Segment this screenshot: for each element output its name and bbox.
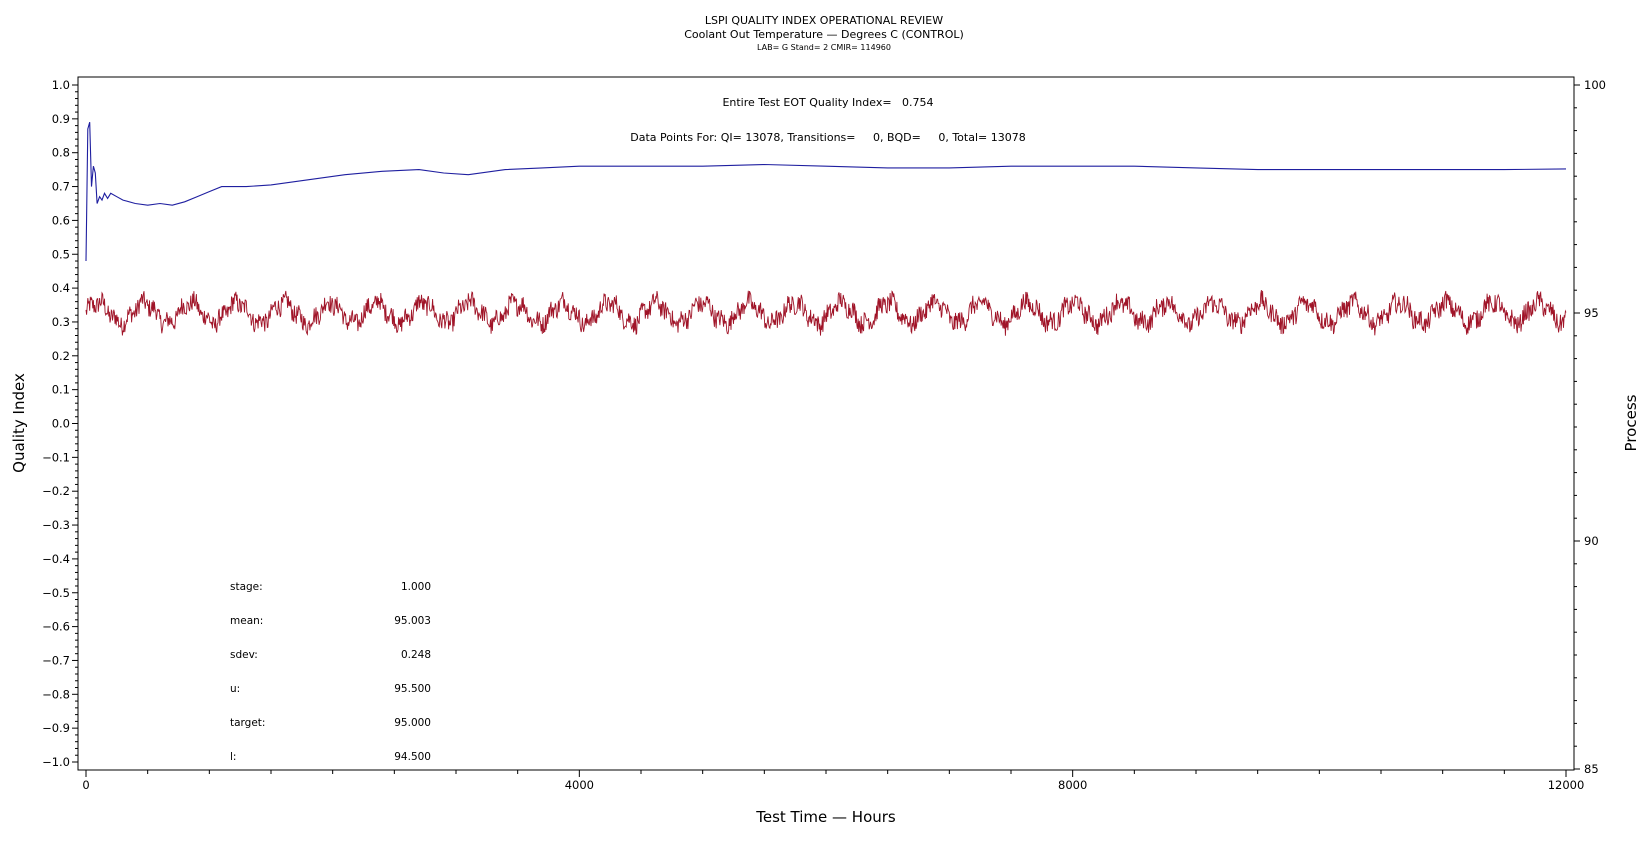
- y-tick-label: −0.9: [42, 721, 70, 735]
- quality-index-annotation: Entire Test EOT Quality Index= 0.754: [722, 96, 933, 109]
- y-tick-label: −0.2: [42, 484, 70, 498]
- stat-label: l:: [230, 751, 236, 763]
- quality-index-line: [85, 122, 1567, 262]
- process-series: [85, 290, 1567, 336]
- y2-tick-label: 85: [1584, 762, 1599, 776]
- y-tick-label: 0.8: [52, 146, 70, 160]
- stat-label: sdev:: [230, 649, 258, 661]
- y-tick-label: −0.5: [42, 586, 70, 600]
- x-tick-label: 8000: [1058, 778, 1087, 792]
- x-tick-label: 12000: [1548, 778, 1585, 792]
- chart-subtitle-small: LAB= G Stand= 2 CMIR= 114960: [757, 43, 891, 52]
- y2-tick-label: 100: [1584, 78, 1606, 92]
- stat-label: u:: [230, 683, 240, 695]
- y-tick-label: 0.4: [52, 281, 70, 295]
- stat-value: 0.248: [401, 649, 431, 661]
- chart-title: LSPI QUALITY INDEX OPERATIONAL REVIEW: [705, 14, 943, 27]
- y-tick-label: 0.1: [52, 383, 70, 397]
- left-axis-ticks: 1.0 0.9 0.8 0.7 0.6 0.5 0.4 0.3 0.2 0.1 0.0 −0.1 −0.…: [42, 78, 78, 769]
- data-points-annotation: Data Points For: QI= 13078, Transitions=…: [630, 131, 1025, 144]
- y-tick-label: 0.9: [52, 112, 70, 126]
- y-axis-label: Quality Index: [10, 373, 28, 473]
- quality-index-series: [85, 122, 1567, 262]
- y-tick-label: 0.7: [52, 180, 70, 194]
- stat-label: mean:: [230, 615, 263, 627]
- stat-value: 95.003: [394, 615, 431, 627]
- y-tick-label: 0.2: [52, 349, 70, 363]
- stat-value: 1.000: [401, 581, 431, 593]
- y2-tick-label: 90: [1584, 534, 1599, 548]
- x-tick-label: 0: [82, 778, 89, 792]
- y-tick-label: −0.4: [42, 552, 70, 566]
- stat-value: 95.000: [394, 717, 431, 729]
- process-line: [85, 290, 1567, 336]
- y-tick-label: −0.7: [42, 653, 70, 667]
- y-tick-label: 0.3: [52, 315, 70, 329]
- x-axis-label: Test Time — Hours: [755, 808, 896, 826]
- x-tick-label: 4000: [565, 778, 594, 792]
- stat-value: 94.500: [394, 751, 431, 763]
- stat-label: stage:: [230, 581, 263, 593]
- y-tick-label: 0.0: [52, 417, 70, 431]
- y2-tick-label: 95: [1584, 306, 1599, 320]
- stats-block: stage: 1.000 mean: 95.003 sdev: 0.248 u: 95.500…: [230, 581, 431, 763]
- y-tick-label: −0.8: [42, 687, 70, 701]
- y-tick-label: −0.6: [42, 620, 70, 634]
- y-tick-label: −0.3: [42, 518, 70, 532]
- y2-axis-label: Process: [1622, 394, 1640, 451]
- y-tick-label: 0.6: [52, 213, 70, 227]
- stat-value: 95.500: [394, 683, 431, 695]
- bottom-axis-ticks: 0 4000 8000 12000: [82, 770, 1584, 792]
- y-tick-label: 0.5: [52, 247, 70, 261]
- stat-label: target:: [230, 717, 265, 729]
- y-tick-label: −0.1: [42, 450, 70, 464]
- y-tick-label: −1.0: [42, 755, 70, 769]
- y-tick-label: 1.0: [52, 78, 70, 92]
- right-axis-ticks: 100 95 90 85: [1574, 78, 1606, 776]
- chart-subtitle: Coolant Out Temperature — Degrees C (CON…: [684, 28, 964, 41]
